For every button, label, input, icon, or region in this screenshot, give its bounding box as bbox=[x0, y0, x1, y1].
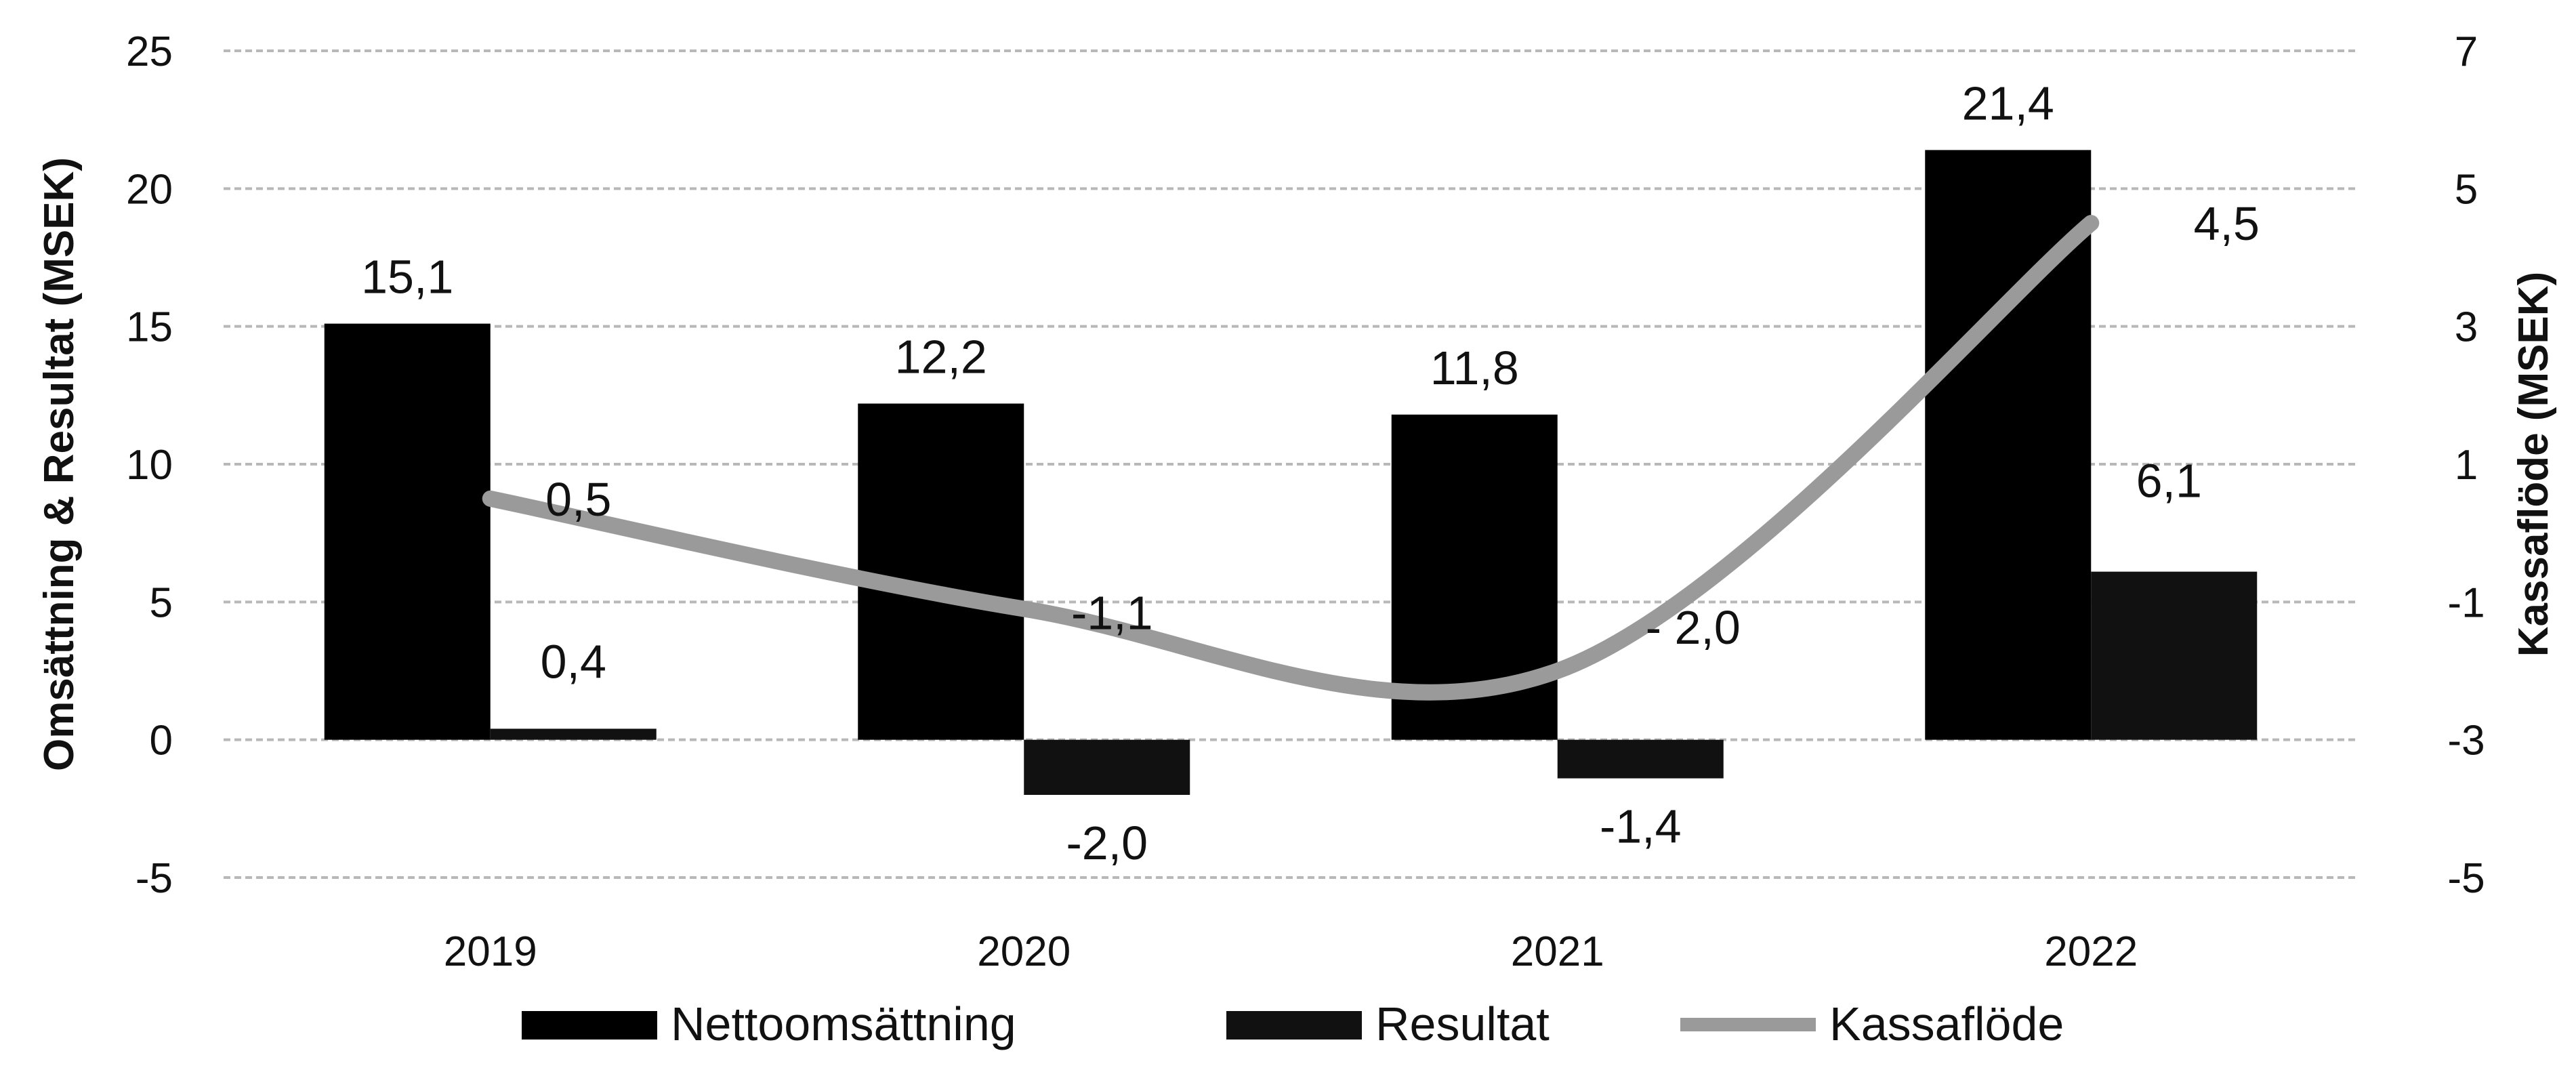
bars bbox=[324, 150, 2258, 795]
kassaflode-line bbox=[482, 215, 2100, 701]
data-label-kassaflode: 0,5 bbox=[545, 473, 611, 526]
left-tick-label: 15 bbox=[126, 304, 173, 351]
data-label-nettoomsattning: 21,4 bbox=[1962, 77, 2054, 129]
right-tick-label: -3 bbox=[2447, 718, 2485, 764]
legend: Nettoomsättning Resultat Kassaflöde bbox=[522, 997, 2064, 1050]
right-tick-label: 7 bbox=[2455, 28, 2478, 75]
data-label-nettoomsattning: 12,2 bbox=[895, 331, 987, 384]
left-tick-label: -5 bbox=[136, 855, 173, 902]
bar-resultat bbox=[2091, 571, 2258, 740]
left-tick-label: 0 bbox=[150, 718, 173, 764]
right-tick-label: -5 bbox=[2447, 855, 2485, 902]
data-label-kassaflode: - 2,0 bbox=[1646, 601, 1741, 654]
x-tick-label: 2020 bbox=[977, 928, 1071, 975]
data-label-resultat: -2,0 bbox=[1066, 817, 1148, 869]
right-tick-label: -1 bbox=[2447, 579, 2485, 626]
right-axis-ticks: 7 5 3 1 -1 -3 -5 bbox=[2447, 28, 2485, 902]
x-tick-label: 2022 bbox=[2044, 928, 2138, 975]
right-axis-title: Kassaflöde (MSEK) bbox=[2510, 272, 2557, 657]
data-label-nettoomsattning: 15,1 bbox=[361, 251, 453, 304]
left-axis-ticks: 25 20 15 10 5 0 -5 bbox=[126, 28, 173, 902]
bar-resultat bbox=[1024, 739, 1190, 795]
legend-nettoomsattning-swatch bbox=[522, 1011, 657, 1040]
bar-nettoomsattning bbox=[858, 403, 1024, 740]
x-tick-label: 2021 bbox=[1511, 928, 1604, 975]
data-label-kassaflode: -1,1 bbox=[1071, 587, 1153, 640]
legend-kassaflode-label: Kassaflöde bbox=[1829, 997, 2064, 1050]
left-tick-label: 25 bbox=[126, 28, 173, 75]
right-tick-label: 5 bbox=[2455, 166, 2478, 213]
legend-resultat-swatch bbox=[1226, 1011, 1362, 1040]
left-axis-title: Omsättning & Resultat (MSEK) bbox=[36, 157, 83, 771]
x-axis-ticks: 2019 2020 2021 2022 bbox=[444, 928, 2138, 975]
data-label-resultat: -1,4 bbox=[1600, 800, 1682, 853]
x-tick-label: 2019 bbox=[444, 928, 537, 975]
legend-nettoomsattning-label: Nettoomsättning bbox=[671, 997, 1016, 1050]
left-tick-label: 5 bbox=[150, 579, 173, 626]
data-label-nettoomsattning: 11,8 bbox=[1430, 342, 1519, 394]
data-label-kassaflode: 4,5 bbox=[2194, 197, 2260, 250]
kassaflode-curve bbox=[482, 215, 2100, 701]
bar-nettoomsattning bbox=[324, 323, 491, 740]
right-tick-label: 3 bbox=[2455, 304, 2478, 351]
legend-resultat-label: Resultat bbox=[1375, 997, 1550, 1050]
left-tick-label: 20 bbox=[126, 166, 173, 213]
bar-resultat bbox=[1557, 739, 1724, 779]
bar-resultat bbox=[490, 728, 657, 740]
data-label-resultat: 6,1 bbox=[2136, 455, 2202, 508]
data-label-resultat: 0,4 bbox=[541, 635, 606, 688]
right-tick-label: 1 bbox=[2455, 442, 2478, 489]
left-tick-label: 10 bbox=[126, 442, 173, 489]
data-labels: 15,1 0,4 12,2 -2,0 11,8 -1,4 21,4 6,1 0,5 -1,1 - 2… bbox=[361, 77, 2260, 869]
